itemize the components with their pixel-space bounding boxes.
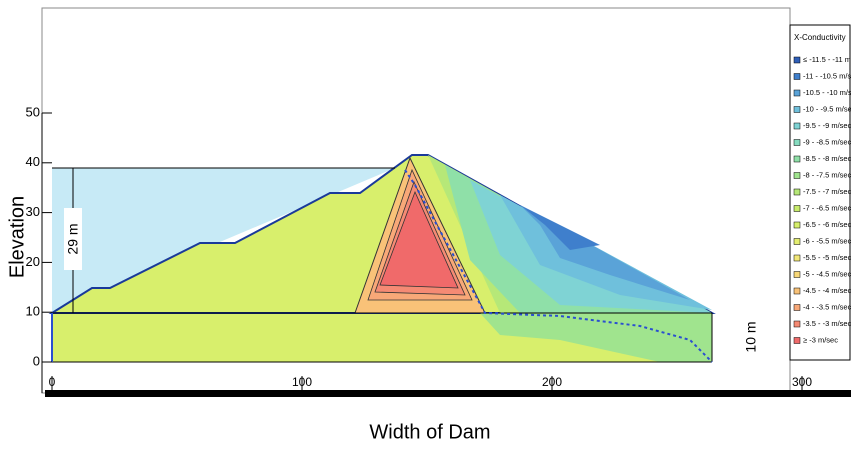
legend-label: ≥ -3 m/sec xyxy=(803,335,838,344)
y-tick-label: 40 xyxy=(26,154,40,169)
legend-swatch xyxy=(794,288,800,294)
legend-label: -7 - -6.5 m/sec xyxy=(803,203,851,212)
legend-label: -5.5 - -5 m/sec xyxy=(803,253,851,262)
x-tick-label: 100 xyxy=(292,375,312,389)
legend-swatch xyxy=(794,239,800,245)
legend-swatch xyxy=(794,156,800,162)
legend-swatch xyxy=(794,206,800,212)
legend-label: -9.5 - -9 m/sec xyxy=(803,121,851,130)
legend-label: -11 - -10.5 m/sec xyxy=(803,71,851,80)
legend-label: -5 - -4.5 m/sec xyxy=(803,269,851,278)
legend-swatch xyxy=(794,255,800,261)
legend-swatch xyxy=(794,222,800,228)
legend-label: -8.5 - -8 m/sec xyxy=(803,154,851,163)
x-tick-label: 200 xyxy=(542,375,562,389)
legend-swatch xyxy=(794,189,800,195)
x-axis-title: Width of Dam xyxy=(369,421,490,443)
dimension-label: 10 m xyxy=(743,321,759,352)
x-tick-label: 0 xyxy=(49,375,56,389)
legend-label: -9 - -8.5 m/sec xyxy=(803,137,851,146)
legend-swatch xyxy=(794,305,800,311)
legend-swatch xyxy=(794,321,800,327)
legend-swatch xyxy=(794,173,800,179)
legend-label: -4.5 - -4 m/sec xyxy=(803,286,851,295)
x-axis-bar xyxy=(45,390,851,397)
legend-label: -3.5 - -3 m/sec xyxy=(803,319,851,328)
y-tick-label: 20 xyxy=(26,254,40,269)
y-tick-label: 0 xyxy=(33,353,40,368)
legend-label: -10.5 - -10 m/sec xyxy=(803,88,851,97)
legend-label: -6.5 - -6 m/sec xyxy=(803,220,851,229)
y-tick-label: 10 xyxy=(26,304,40,319)
legend-swatch xyxy=(794,74,800,80)
legend-label: ≤ -11.5 - -11 m/sec xyxy=(803,55,851,64)
legend-swatch xyxy=(794,140,800,146)
legend-title: X-Conductivity xyxy=(794,33,846,42)
legend-swatch xyxy=(794,90,800,96)
chart: 29 m 10 m Elevation Width of Dam X-Condu… xyxy=(0,0,851,450)
legend-swatch xyxy=(794,272,800,278)
legend-swatch xyxy=(794,57,800,63)
legend-label: -4 - -3.5 m/sec xyxy=(803,302,851,311)
legend-label: -8 - -7.5 m/sec xyxy=(803,170,851,179)
legend-swatch xyxy=(794,338,800,344)
legend-swatch xyxy=(794,123,800,129)
x-tick-label: 300 xyxy=(792,375,812,389)
y-tick-label: 50 xyxy=(26,104,40,119)
legend-label: -6 - -5.5 m/sec xyxy=(803,236,851,245)
legend-label: -10 - -9.5 m/sec xyxy=(803,104,851,113)
y-tick-label: 30 xyxy=(26,204,40,219)
dimension-label: 29 m xyxy=(65,223,81,254)
legend-label: -7.5 - -7 m/sec xyxy=(803,187,851,196)
legend-swatch xyxy=(794,107,800,113)
